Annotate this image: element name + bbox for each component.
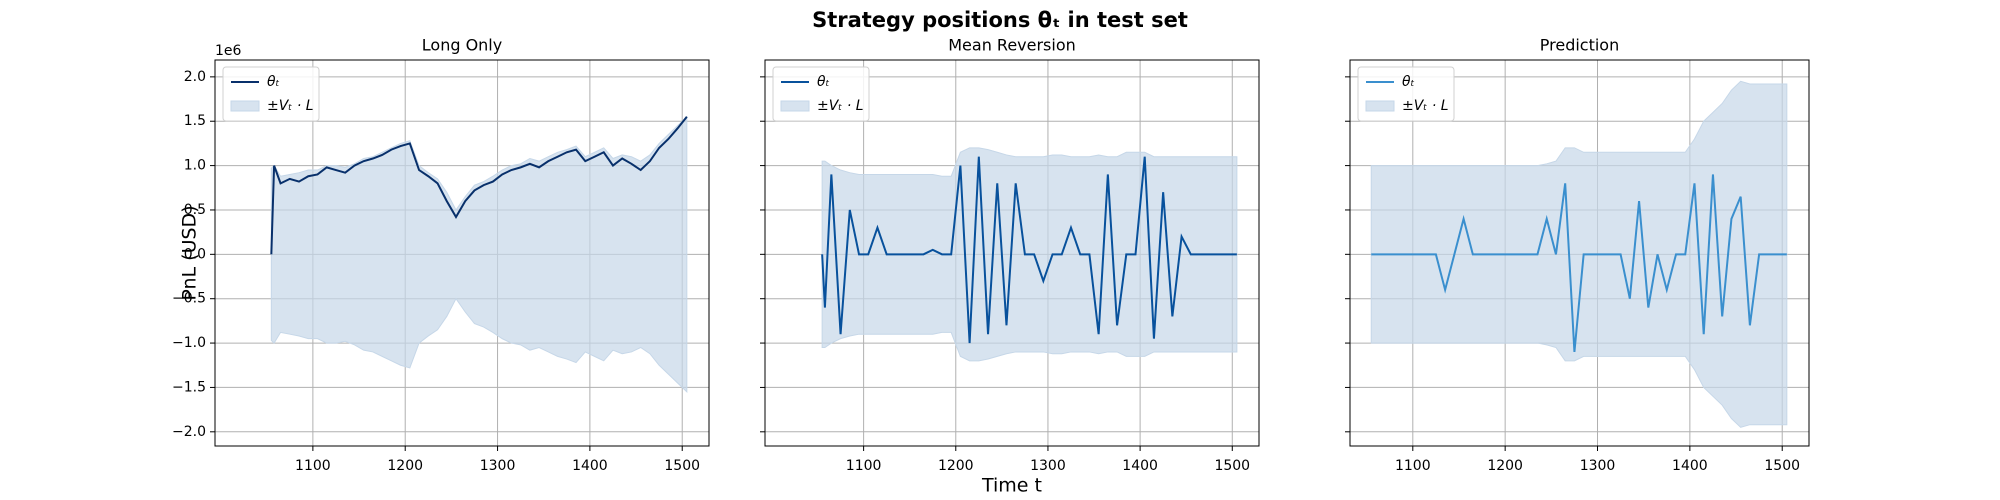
- y-tick-label: −2.0: [172, 424, 206, 440]
- legend-label: ±Vₜ · L: [267, 98, 314, 114]
- y-tick-label: −0.5: [172, 291, 206, 307]
- y-offset-label: 1e6: [215, 43, 242, 59]
- x-tick-label: 1400: [1122, 458, 1158, 474]
- x-tick-label: 1400: [1672, 458, 1708, 474]
- y-tick-label: 0.0: [184, 246, 206, 262]
- x-tick-label: 1400: [572, 458, 608, 474]
- subplot-title: Long Only: [422, 36, 502, 55]
- y-axis-label: PnL (USD): [179, 205, 201, 300]
- axes-frame: [764, 59, 1260, 447]
- line: [821, 156, 1237, 344]
- x-tick-label: 1100: [295, 458, 331, 474]
- x-axis-label: Time t: [981, 475, 1042, 497]
- x-tick-label: 1100: [1395, 458, 1431, 474]
- line: [1371, 174, 1787, 353]
- legend-label: θₜ: [267, 74, 280, 90]
- x-tick-label: 1300: [1580, 458, 1616, 474]
- plot-area: [270, 115, 688, 394]
- figure-title: Strategy positions θₜ in test set: [812, 8, 1188, 32]
- x-tick-label: 1300: [1030, 458, 1066, 474]
- band: [1370, 80, 1788, 428]
- legend-label: θₜ: [1402, 74, 1415, 90]
- x-tick-label: 1300: [480, 458, 516, 474]
- y-tick-label: −1.0: [172, 335, 206, 351]
- legend-swatch: [780, 100, 810, 112]
- x-tick-label: 1500: [1214, 458, 1250, 474]
- legend-label: θₜ: [817, 74, 830, 90]
- x-tick-label: 1200: [938, 458, 974, 474]
- x-tick-label: 1200: [1487, 458, 1523, 474]
- y-tick-label: 2.0: [184, 69, 206, 85]
- legend-swatch: [230, 100, 260, 112]
- y-tick-label: 1.0: [184, 158, 206, 174]
- legend-label: ±Vₜ · L: [817, 98, 864, 114]
- x-tick-label: 1200: [387, 458, 423, 474]
- plot-area: [1370, 80, 1788, 428]
- subplot-title: Prediction: [1540, 36, 1619, 55]
- line: [270, 116, 688, 255]
- legend-swatch: [1365, 100, 1395, 112]
- band: [270, 115, 688, 394]
- axes-frame: [214, 59, 710, 447]
- legend-label: ±Vₜ · L: [1402, 98, 1449, 114]
- y-tick-label: 1.5: [184, 113, 206, 129]
- x-tick-label: 1100: [846, 458, 882, 474]
- y-tick-label: −1.5: [172, 379, 206, 395]
- x-tick-label: 1500: [1764, 458, 1800, 474]
- axes-frame: [1349, 59, 1810, 447]
- subplot-title: Mean Reversion: [948, 36, 1076, 55]
- x-tick-label: 1500: [664, 458, 700, 474]
- plot-area: [821, 147, 1238, 362]
- y-tick-label: 0.5: [184, 202, 206, 218]
